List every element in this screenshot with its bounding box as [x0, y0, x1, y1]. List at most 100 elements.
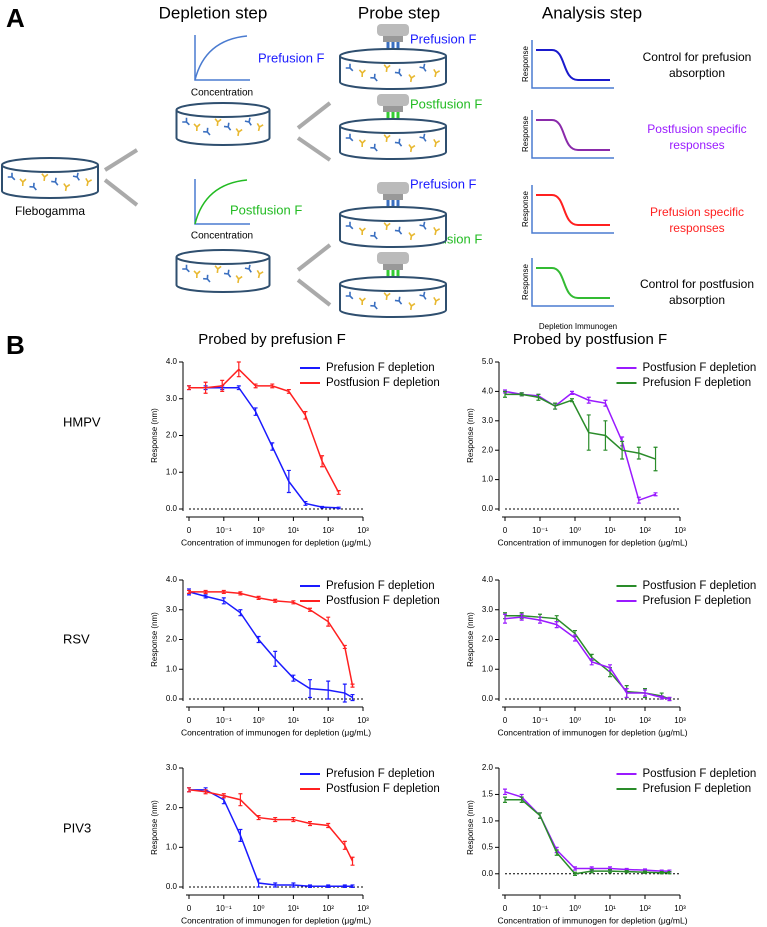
antibody — [193, 123, 201, 132]
x-axis-label: Concentration of immunogen for depletion… — [497, 727, 687, 737]
arrow — [296, 101, 332, 130]
dish — [339, 56, 447, 90]
mini-curve — [194, 179, 248, 225]
dish-rim — [339, 48, 447, 64]
x-tick-label: 10² — [322, 904, 334, 913]
y-tick-label: 1.0 — [482, 816, 494, 825]
x-tick-label: 10⁰ — [253, 716, 265, 725]
y-tick-label: 2.0 — [482, 635, 494, 644]
error-bar — [503, 788, 507, 796]
antibody — [433, 226, 441, 236]
antibody — [358, 227, 366, 236]
row-label: HMPV — [63, 414, 101, 429]
error-bar — [350, 693, 355, 702]
error-bar — [238, 609, 243, 617]
error-bar — [350, 856, 355, 866]
x-tick-label: 0 — [503, 716, 508, 725]
dish — [339, 214, 447, 248]
sensor — [377, 94, 409, 106]
sensor — [383, 194, 403, 200]
analysis-curve — [536, 49, 610, 81]
antibody — [51, 177, 59, 186]
legend-label: Postfusion F depletion — [326, 595, 440, 607]
error-bar — [187, 787, 191, 793]
sensor — [377, 252, 409, 264]
legend-label: Prefusion F depletion — [326, 580, 435, 592]
error-bar — [253, 383, 258, 389]
antibody — [256, 269, 264, 279]
x-tick-label: 0 — [187, 716, 192, 725]
error-bar — [273, 598, 278, 603]
series-line — [505, 393, 656, 460]
error-bar — [236, 361, 241, 378]
y-tick-label: 1.0 — [166, 467, 178, 476]
x-tick-label: 10² — [639, 526, 651, 535]
y-tick-label: 3.0 — [166, 763, 178, 772]
error-bar — [624, 870, 629, 874]
antibody — [370, 231, 378, 240]
series-line — [505, 614, 670, 700]
axis-label: Response — [521, 45, 530, 82]
x-axis-label: Concentration of immunogen for depletion… — [497, 537, 687, 547]
antibody — [223, 269, 232, 278]
error-bar — [342, 683, 347, 703]
x-tick-label: 0 — [187, 526, 192, 535]
y-tick-label: 3.0 — [166, 394, 178, 403]
y-tick-label: 0.0 — [166, 882, 178, 891]
analysis-curve — [536, 267, 610, 299]
sensor — [383, 36, 403, 42]
antibody — [358, 69, 366, 78]
y-tick-label: 4.0 — [482, 575, 494, 584]
antibody — [383, 292, 391, 301]
error-bar — [326, 822, 331, 829]
y-tick-label: 2.0 — [482, 763, 494, 772]
dish — [1, 165, 99, 199]
error-bar — [538, 616, 542, 624]
error-bar — [342, 884, 347, 888]
y-axis-label: Response (nm) — [150, 800, 159, 855]
x-axis-label: Concentration of immunogen for depletion… — [181, 727, 371, 737]
analysis-axis — [531, 185, 614, 234]
sensor — [377, 24, 409, 36]
antibody — [214, 265, 222, 274]
antibody — [203, 274, 211, 283]
error-bar — [256, 635, 261, 644]
sensor — [383, 264, 403, 270]
y-tick-label: 4.0 — [482, 387, 494, 396]
probe-label: Postfusion F — [410, 96, 482, 111]
x-tick-label: 10² — [639, 904, 651, 913]
antibody — [358, 139, 366, 148]
error-bar — [256, 878, 261, 888]
error-bar — [636, 446, 641, 460]
x-tick-label: 10¹ — [288, 716, 300, 725]
axis-label: Response — [521, 190, 530, 227]
antibody — [182, 117, 190, 126]
x-tick-label: 10³ — [674, 526, 686, 535]
dish-rim — [175, 102, 271, 118]
error-bar — [653, 492, 658, 497]
mini-curve — [194, 35, 248, 81]
antibody — [7, 172, 16, 181]
antibody — [408, 144, 416, 153]
y-tick-label: 0.0 — [482, 869, 494, 878]
axis-label: Concentration — [191, 88, 253, 99]
y-tick-label: 4.0 — [166, 357, 178, 366]
axis-label: Depletion Immunogen — [539, 322, 617, 331]
antibody — [408, 302, 416, 311]
error-bar — [519, 796, 524, 803]
mini-axis — [194, 35, 250, 81]
series-line — [189, 368, 340, 493]
antibody — [235, 275, 243, 284]
x-tick-label: 10⁻¹ — [216, 526, 232, 535]
error-bar — [308, 607, 313, 612]
analysis-curve — [536, 194, 610, 226]
y-tick-label: 2.0 — [166, 803, 178, 812]
antibody — [244, 117, 252, 126]
legend-label: Postfusion F depletion — [643, 768, 757, 780]
error-bar — [536, 393, 541, 401]
outcome: absorption — [669, 66, 725, 80]
series-line — [504, 390, 656, 502]
error-bar — [203, 789, 208, 795]
dish-rim — [339, 276, 447, 292]
error-bar — [573, 634, 577, 642]
